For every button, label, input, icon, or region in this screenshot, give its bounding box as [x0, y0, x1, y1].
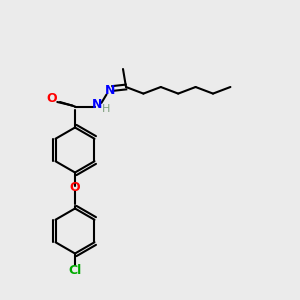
Text: Cl: Cl — [68, 264, 82, 277]
Text: O: O — [70, 181, 80, 194]
Text: N: N — [105, 84, 116, 98]
Text: H: H — [101, 104, 110, 114]
Text: O: O — [46, 92, 57, 106]
Text: N: N — [92, 98, 103, 112]
